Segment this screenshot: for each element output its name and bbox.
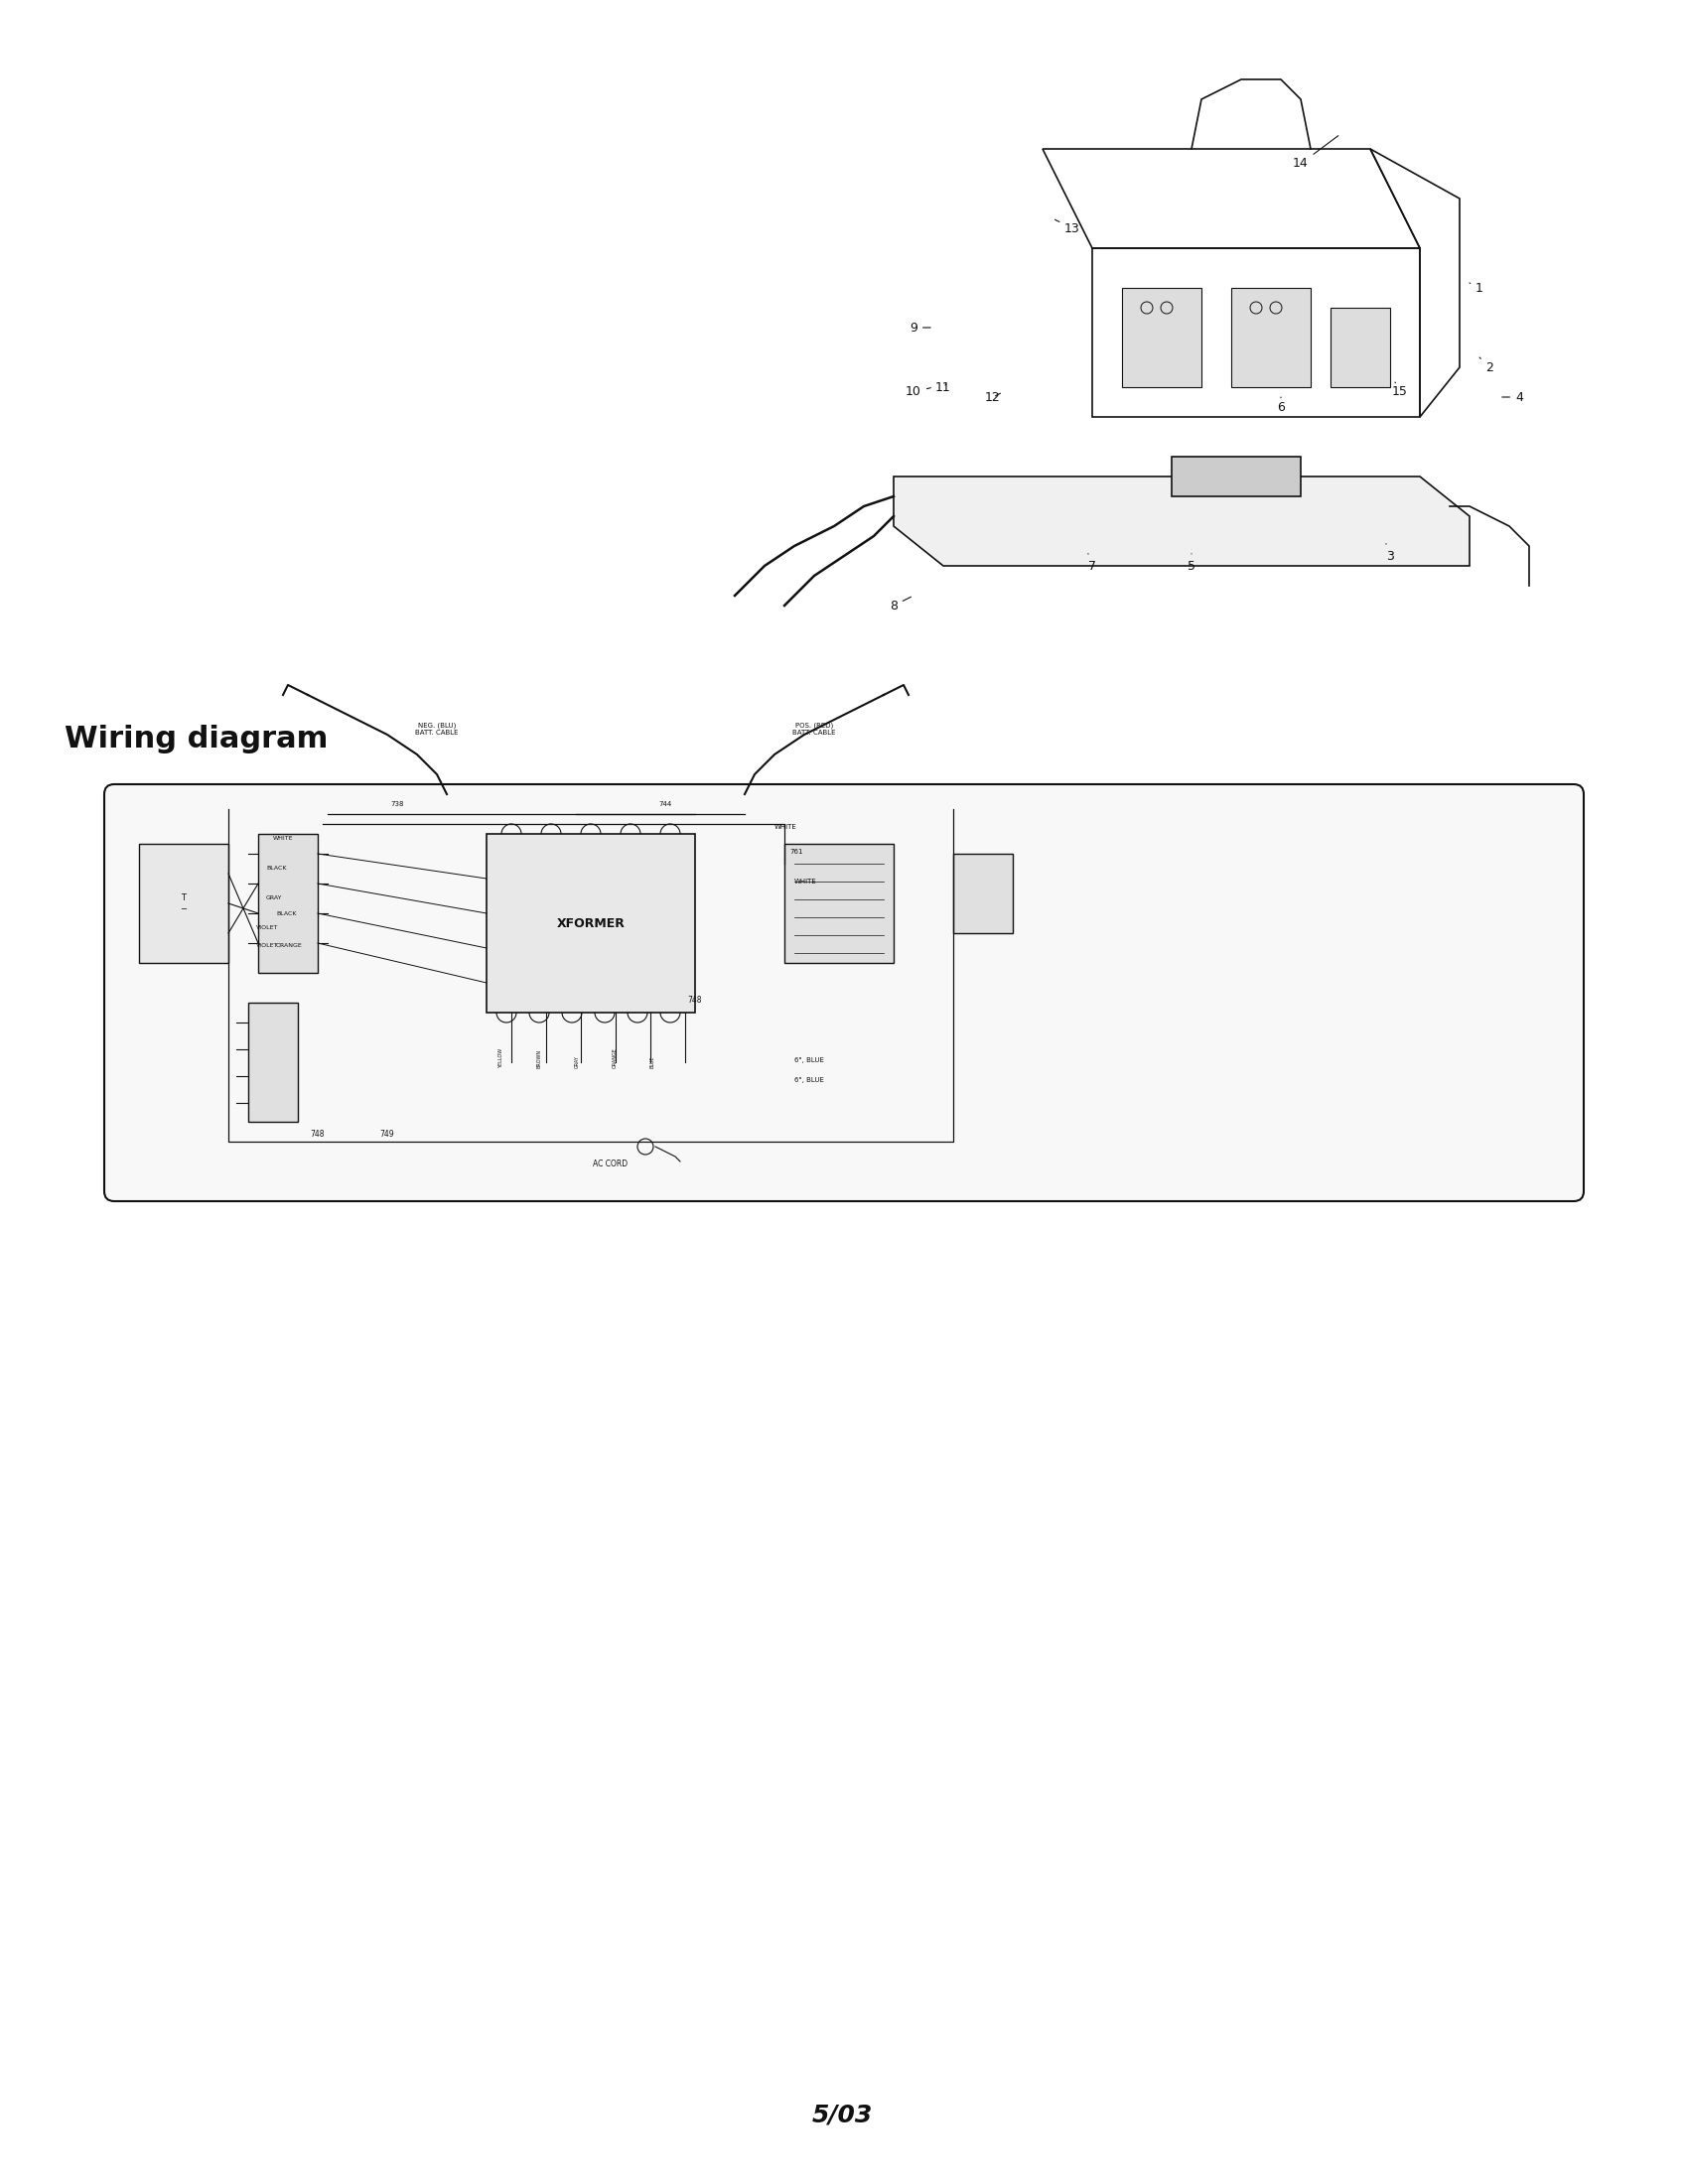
- Bar: [1330, 308, 1389, 387]
- Text: T
─: T ─: [182, 893, 187, 913]
- Text: GRAY: GRAY: [574, 1055, 579, 1068]
- Text: 10: 10: [906, 387, 931, 397]
- Text: 12: 12: [985, 391, 1000, 404]
- Text: AC CORD: AC CORD: [593, 1160, 628, 1168]
- Text: 4: 4: [1502, 391, 1522, 404]
- Text: 1: 1: [1470, 282, 1484, 295]
- Text: NEG. (BLU)
BATT. CABLE: NEG. (BLU) BATT. CABLE: [416, 723, 458, 736]
- Text: XFORMER: XFORMER: [557, 917, 625, 930]
- Text: ORANGE: ORANGE: [276, 943, 303, 948]
- Bar: [1122, 288, 1201, 387]
- Text: BLACK: BLACK: [276, 911, 296, 915]
- Text: 5/03: 5/03: [812, 2103, 872, 2127]
- FancyBboxPatch shape: [104, 784, 1583, 1201]
- Text: ORANGE: ORANGE: [613, 1048, 616, 1068]
- Text: 744: 744: [658, 802, 672, 808]
- Text: BROWN: BROWN: [537, 1048, 542, 1068]
- Bar: [487, 834, 695, 1013]
- Polygon shape: [1172, 456, 1300, 496]
- Text: WHITE: WHITE: [273, 836, 293, 841]
- Text: 738: 738: [391, 802, 404, 808]
- Text: 15: 15: [1393, 382, 1408, 397]
- Text: 14: 14: [1293, 135, 1339, 170]
- Text: 3: 3: [1386, 544, 1394, 561]
- Bar: [258, 834, 318, 972]
- Text: 761: 761: [790, 850, 803, 854]
- Text: VIOLET: VIOLET: [256, 943, 278, 948]
- Text: 748: 748: [310, 1129, 325, 1138]
- Bar: [785, 843, 894, 963]
- Text: YELLOW: YELLOW: [498, 1048, 504, 1068]
- Text: BLACK: BLACK: [266, 867, 286, 871]
- Bar: [140, 843, 229, 963]
- Text: 5: 5: [1187, 555, 1196, 572]
- Text: 9: 9: [909, 321, 931, 334]
- Text: VIOLET: VIOLET: [256, 926, 278, 930]
- Text: 749: 749: [381, 1129, 394, 1138]
- Bar: [248, 1002, 298, 1123]
- Text: BLUE: BLUE: [650, 1055, 655, 1068]
- Text: 748: 748: [687, 996, 702, 1005]
- Text: Wiring diagram: Wiring diagram: [64, 725, 328, 753]
- Text: 6: 6: [1276, 397, 1285, 413]
- Bar: [953, 854, 1012, 933]
- Text: 6", BLUE: 6", BLUE: [795, 1077, 823, 1083]
- Text: 13: 13: [1054, 221, 1079, 236]
- Polygon shape: [894, 476, 1470, 566]
- Text: 7: 7: [1088, 553, 1096, 572]
- Text: WHITE: WHITE: [795, 878, 817, 885]
- Text: GRAY: GRAY: [266, 895, 283, 900]
- Text: 6", BLUE: 6", BLUE: [795, 1057, 823, 1064]
- Text: 11: 11: [935, 380, 951, 393]
- Text: 8: 8: [889, 596, 911, 612]
- Text: 2: 2: [1480, 358, 1494, 373]
- Text: POS. (RED)
BATT. CABLE: POS. (RED) BATT. CABLE: [793, 723, 835, 736]
- Text: WHITE: WHITE: [775, 823, 797, 830]
- Bar: [1231, 288, 1310, 387]
